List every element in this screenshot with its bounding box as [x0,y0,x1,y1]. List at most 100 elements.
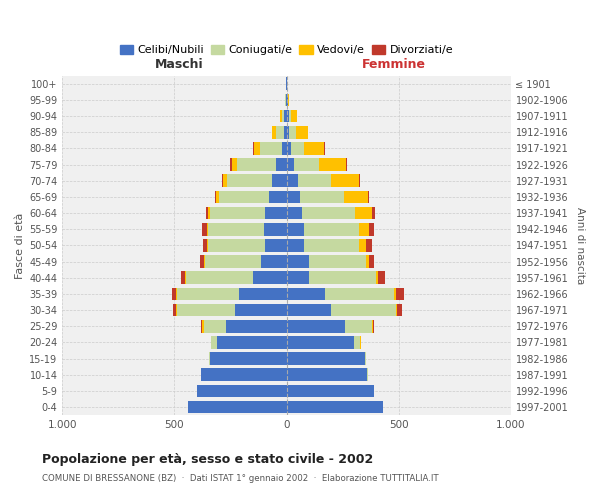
Bar [209,352,211,365]
Bar [217,336,287,348]
Bar [284,126,287,138]
Bar [304,142,324,154]
Bar [287,158,295,171]
Bar [253,272,287,284]
Bar [296,126,308,138]
Bar [346,158,347,171]
Bar [277,158,287,171]
Bar [309,256,366,268]
Bar [331,174,359,187]
Bar [221,174,223,187]
Bar [216,190,219,203]
Bar [203,239,208,252]
Bar [203,320,226,332]
Bar [298,174,331,187]
Bar [287,368,367,381]
Bar [370,223,374,235]
Bar [291,110,296,122]
Bar [304,239,359,252]
Bar [287,320,345,332]
Bar [215,190,216,203]
Bar [289,126,296,138]
Bar [359,239,366,252]
Bar [371,207,375,220]
Bar [359,174,361,187]
Y-axis label: Anni di nascita: Anni di nascita [575,207,585,284]
Bar [197,384,287,397]
Bar [272,174,287,187]
Bar [319,158,346,171]
Bar [344,190,368,203]
Bar [366,256,370,268]
Bar [295,158,319,171]
Bar [280,110,282,122]
Y-axis label: Fasce di età: Fasce di età [15,212,25,278]
Bar [261,256,287,268]
Bar [379,272,385,284]
Bar [181,272,185,284]
Bar [208,223,264,235]
Bar [288,94,289,106]
Bar [309,272,376,284]
Bar [287,384,374,397]
Bar [230,158,232,171]
Bar [202,368,287,381]
Bar [211,207,265,220]
Bar [397,304,402,316]
Bar [366,239,371,252]
Bar [287,126,289,138]
Bar [282,110,284,122]
Bar [211,336,217,348]
Bar [287,401,383,413]
Bar [227,174,272,187]
Bar [202,320,203,332]
Bar [370,256,374,268]
Bar [185,272,253,284]
Bar [371,320,373,332]
Bar [287,174,298,187]
Bar [208,239,265,252]
Bar [373,320,374,332]
Bar [206,207,208,220]
Bar [287,272,309,284]
Bar [281,142,287,154]
Bar [355,207,371,220]
Bar [287,223,304,235]
Bar [219,190,269,203]
Bar [176,288,239,300]
Bar [300,190,344,203]
Bar [287,207,302,220]
Bar [264,223,287,235]
Bar [287,142,290,154]
Text: COMUNE DI BRESSANONE (BZ)  ·  Dati ISTAT 1° gennaio 2002  ·  Elaborazione TUTTIT: COMUNE DI BRESSANONE (BZ) · Dati ISTAT 1… [42,474,439,483]
Bar [290,142,304,154]
Bar [376,272,379,284]
Bar [345,320,371,332]
Text: Maschi: Maschi [155,58,203,70]
Bar [207,223,208,235]
Legend: Celibi/Nubili, Coniugati/e, Vedovi/e, Divorziati/e: Celibi/Nubili, Coniugati/e, Vedovi/e, Di… [115,40,458,60]
Bar [235,304,287,316]
Bar [269,190,287,203]
Bar [223,174,227,187]
Bar [354,336,361,348]
Bar [260,142,281,154]
Bar [287,304,331,316]
Bar [202,223,207,235]
Text: Femmine: Femmine [362,58,426,70]
Bar [272,126,276,138]
Bar [200,256,204,268]
Bar [287,239,304,252]
Bar [188,401,287,413]
Bar [284,110,287,122]
Bar [239,288,287,300]
Bar [325,288,394,300]
Bar [287,288,325,300]
Bar [254,142,260,154]
Bar [396,288,404,300]
Bar [302,207,355,220]
Bar [276,126,284,138]
Bar [304,223,359,235]
Bar [205,256,261,268]
Bar [287,256,309,268]
